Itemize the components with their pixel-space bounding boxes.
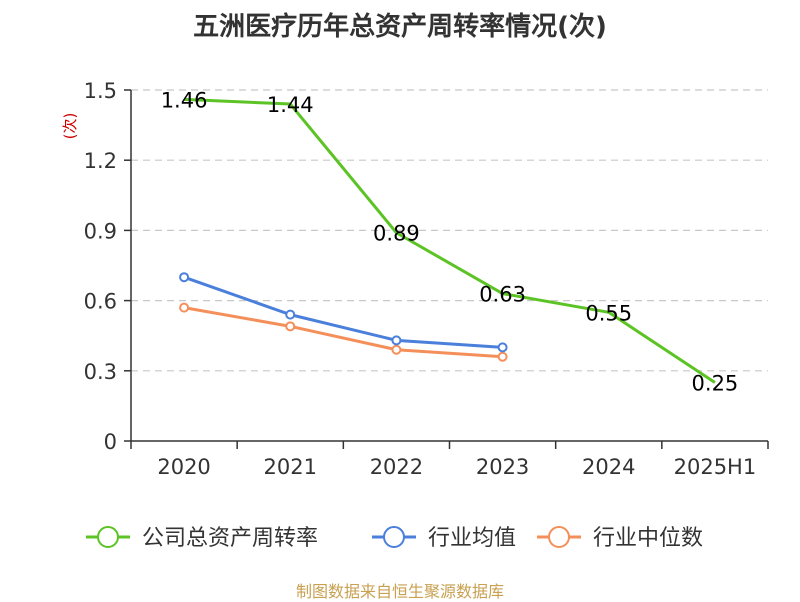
data-label: 0.63: [479, 283, 526, 307]
legend-marker: [548, 526, 570, 548]
x-tick-label: 2023: [476, 455, 529, 479]
data-point: [391, 344, 402, 355]
x-tick-label: 2025H1: [674, 455, 757, 479]
series-line: [184, 97, 716, 384]
data-label: 1.46: [161, 88, 208, 112]
grid-lines: [131, 89, 768, 372]
y-tick-label: 0.6: [84, 290, 117, 314]
x-tick-label: 2020: [157, 455, 210, 479]
data-point: [285, 321, 296, 332]
series-line: [183, 306, 503, 359]
x-tick-labels: 2020 2021 2022 2023 2024 2025H1: [130, 441, 769, 479]
y-tick-label: 0.3: [84, 360, 117, 384]
data-label: 0.89: [373, 222, 420, 246]
data-point: [391, 335, 402, 346]
legend-marker: [383, 526, 405, 548]
data-point: [497, 342, 508, 353]
data-label: 0.55: [585, 301, 632, 325]
series: [179, 97, 716, 384]
data-label: 0.25: [692, 372, 739, 396]
y-tick-label: 0: [104, 430, 117, 454]
data-point: [179, 272, 190, 283]
legend-label: 公司总资产周转率: [142, 526, 318, 551]
x-tick-label: 2024: [582, 455, 635, 479]
data-label: 1.44: [267, 93, 314, 117]
x-tick-label: 2022: [370, 455, 423, 479]
x-tick-label: 2021: [264, 455, 317, 479]
y-tick-label: 0.9: [84, 219, 117, 243]
data-point: [285, 309, 296, 320]
data-point: [179, 302, 190, 313]
legend: 公司总资产周转率 行业均值 行业中位数: [86, 526, 703, 551]
y-tick-label: 1.5: [84, 79, 117, 103]
y-tick-labels: 0 0.3 0.6 0.9 1.2 1.5: [84, 79, 131, 454]
series-line: [183, 275, 503, 349]
data-point: [497, 351, 508, 362]
legend-marker: [97, 526, 119, 548]
axes: [130, 90, 768, 442]
source-note: 制图数据来自恒生聚源数据库: [295, 582, 504, 601]
y-axis-title: (次): [61, 113, 79, 140]
y-tick-label: 1.2: [84, 149, 117, 173]
data-labels: 1.46 1.44 0.89 0.63 0.55 0.25: [161, 88, 739, 395]
legend-label: 行业均值: [428, 526, 516, 551]
legend-label: 行业中位数: [593, 526, 703, 551]
chart-title: 五洲医疗历年总资产周转率情况(次): [193, 12, 607, 42]
